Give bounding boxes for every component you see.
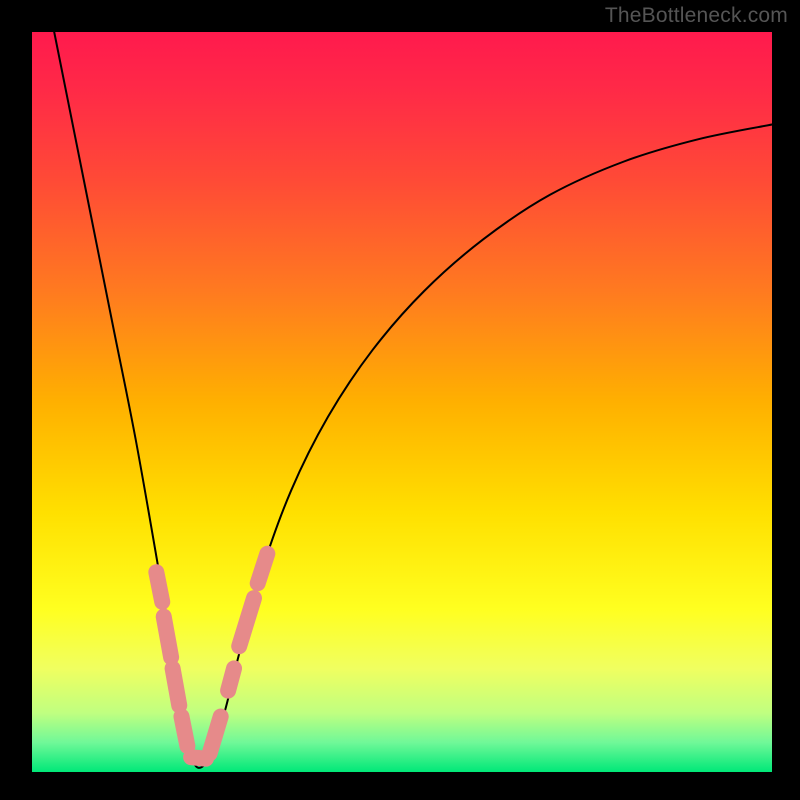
marker-group: [156, 554, 267, 759]
chart-frame: TheBottleneck.com: [0, 0, 800, 800]
marker-segment: [181, 717, 187, 747]
marker-segment: [156, 572, 162, 602]
marker-segment: [239, 598, 254, 646]
marker-segment: [164, 617, 171, 658]
curve-layer: [32, 32, 772, 772]
marker-segment: [173, 668, 180, 705]
bottleneck-curve: [54, 32, 772, 768]
marker-segment: [228, 668, 234, 690]
marker-segment: [258, 554, 268, 584]
marker-segment: [210, 717, 221, 754]
plot-area: [32, 32, 772, 772]
watermark-text: TheBottleneck.com: [605, 4, 788, 28]
